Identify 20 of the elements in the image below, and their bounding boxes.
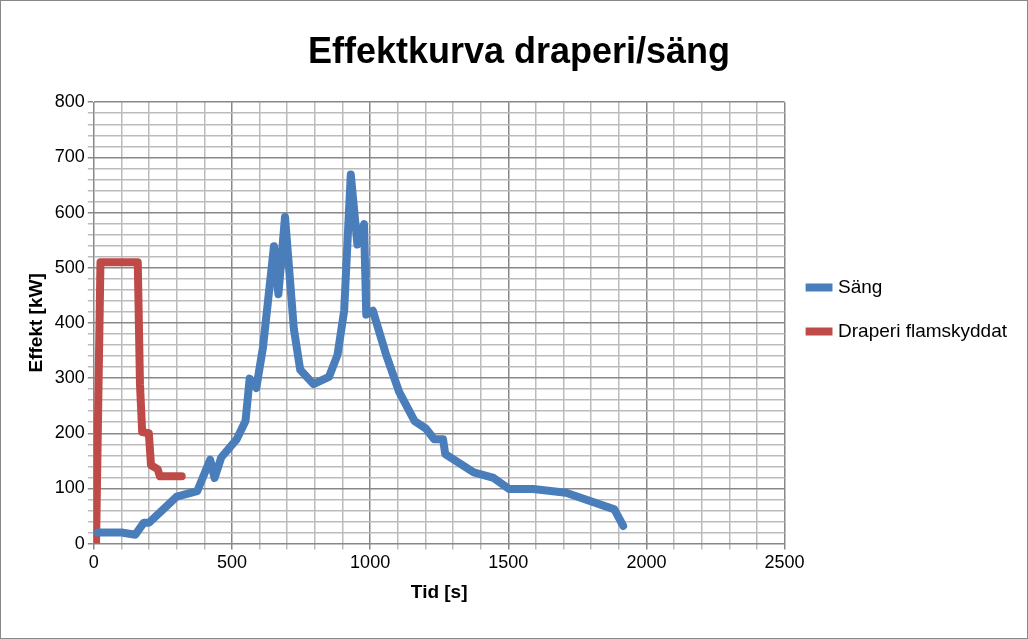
y-tick-label: 200 [54,422,85,443]
chart-title: Effektkurva draperi/säng [307,29,731,71]
x-tick-label: 1500 [488,552,529,573]
x-tick-label: 2500 [764,552,805,573]
y-tick-label: 0 [74,532,85,553]
y-tick-label: 100 [54,477,85,498]
x-axis-title: Tid [s] [410,580,468,602]
x-tick-label: 2000 [626,552,667,573]
y-tick-label: 600 [54,201,85,222]
y-tick-label: 300 [54,367,85,388]
legend-label: Säng [838,275,883,297]
x-tick-label: 1000 [350,552,391,573]
x-tick-label: 0 [88,552,99,573]
y-tick-label: 500 [54,256,85,277]
y-tick-label: 400 [54,311,85,332]
y-tick-label: 700 [54,146,85,167]
legend-label: Draperi flamskyddat [838,319,1008,341]
x-tick-label: 500 [216,552,247,573]
y-tick-label: 800 [54,91,85,112]
y-axis-title: Effekt [kW] [24,273,46,373]
